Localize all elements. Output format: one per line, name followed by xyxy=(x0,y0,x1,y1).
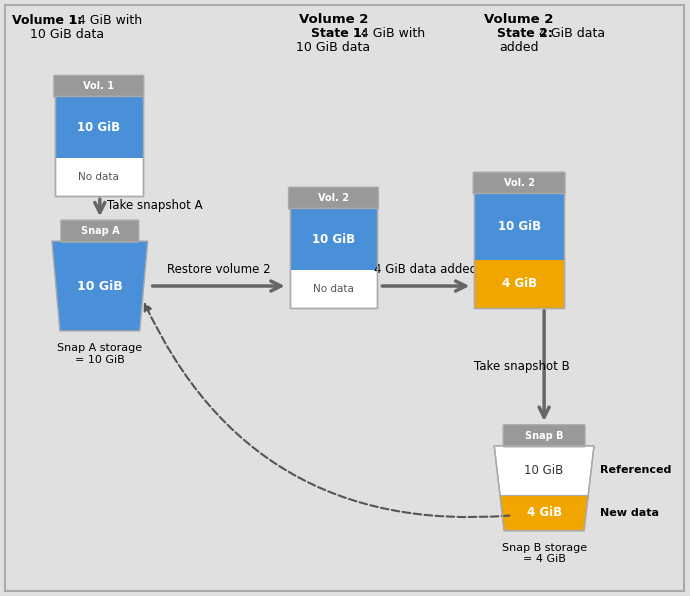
Text: 4 GiB: 4 GiB xyxy=(502,277,537,290)
Text: Restore volume 2: Restore volume 2 xyxy=(167,263,270,276)
FancyBboxPatch shape xyxy=(503,425,585,447)
Text: Snap A: Snap A xyxy=(81,226,119,236)
FancyBboxPatch shape xyxy=(61,220,139,242)
Text: 4 GiB data added: 4 GiB data added xyxy=(374,263,477,276)
FancyBboxPatch shape xyxy=(5,5,684,591)
Bar xyxy=(290,208,377,270)
Bar xyxy=(290,208,377,308)
Text: Referenced: Referenced xyxy=(600,465,671,476)
Text: 4 GiB data: 4 GiB data xyxy=(535,27,605,41)
Bar xyxy=(55,97,143,158)
Bar xyxy=(55,97,143,196)
Text: Vol. 2: Vol. 2 xyxy=(504,178,535,188)
Bar xyxy=(474,193,564,260)
Text: Take snapshot A: Take snapshot A xyxy=(107,199,202,212)
Text: Vol. 1: Vol. 1 xyxy=(83,81,115,91)
Text: Volume 2: Volume 2 xyxy=(299,14,368,26)
Text: Snap B storage
= 4 GiB: Snap B storage = 4 GiB xyxy=(502,542,586,564)
Bar xyxy=(55,97,143,196)
FancyBboxPatch shape xyxy=(54,75,144,97)
Text: Vol. 2: Vol. 2 xyxy=(318,193,349,203)
FancyBboxPatch shape xyxy=(473,172,565,194)
FancyBboxPatch shape xyxy=(288,187,378,209)
Text: 14 GiB with: 14 GiB with xyxy=(349,27,426,41)
Text: 10 GiB: 10 GiB xyxy=(77,121,120,134)
Text: No data: No data xyxy=(313,284,354,294)
Text: Take snapshot B: Take snapshot B xyxy=(474,361,570,373)
Text: 14 GiB with: 14 GiB with xyxy=(66,14,142,27)
Bar xyxy=(474,193,564,308)
Text: 10 GiB: 10 GiB xyxy=(77,280,123,293)
Text: Volume 2: Volume 2 xyxy=(484,14,554,26)
Text: Volume 1:: Volume 1: xyxy=(12,14,82,27)
Text: State 1:: State 1: xyxy=(311,27,367,41)
Polygon shape xyxy=(494,446,594,530)
Bar xyxy=(290,208,377,308)
Text: New data: New data xyxy=(600,508,659,518)
Text: Snap A storage
= 10 GiB: Snap A storage = 10 GiB xyxy=(57,343,142,365)
Text: Snap B: Snap B xyxy=(525,431,563,441)
Text: 10 GiB data: 10 GiB data xyxy=(297,41,371,54)
Text: No data: No data xyxy=(79,172,119,182)
Text: 10 GiB data: 10 GiB data xyxy=(30,29,104,42)
Text: 10 GiB: 10 GiB xyxy=(524,464,564,477)
Polygon shape xyxy=(52,241,148,331)
Polygon shape xyxy=(500,495,589,530)
Text: added: added xyxy=(500,41,539,54)
Bar xyxy=(474,260,564,308)
Text: 10 GiB: 10 GiB xyxy=(497,220,541,233)
Text: 10 GiB: 10 GiB xyxy=(312,232,355,246)
Text: 4 GiB: 4 GiB xyxy=(526,506,562,519)
Bar xyxy=(474,193,564,308)
Text: State 2:: State 2: xyxy=(497,27,553,41)
